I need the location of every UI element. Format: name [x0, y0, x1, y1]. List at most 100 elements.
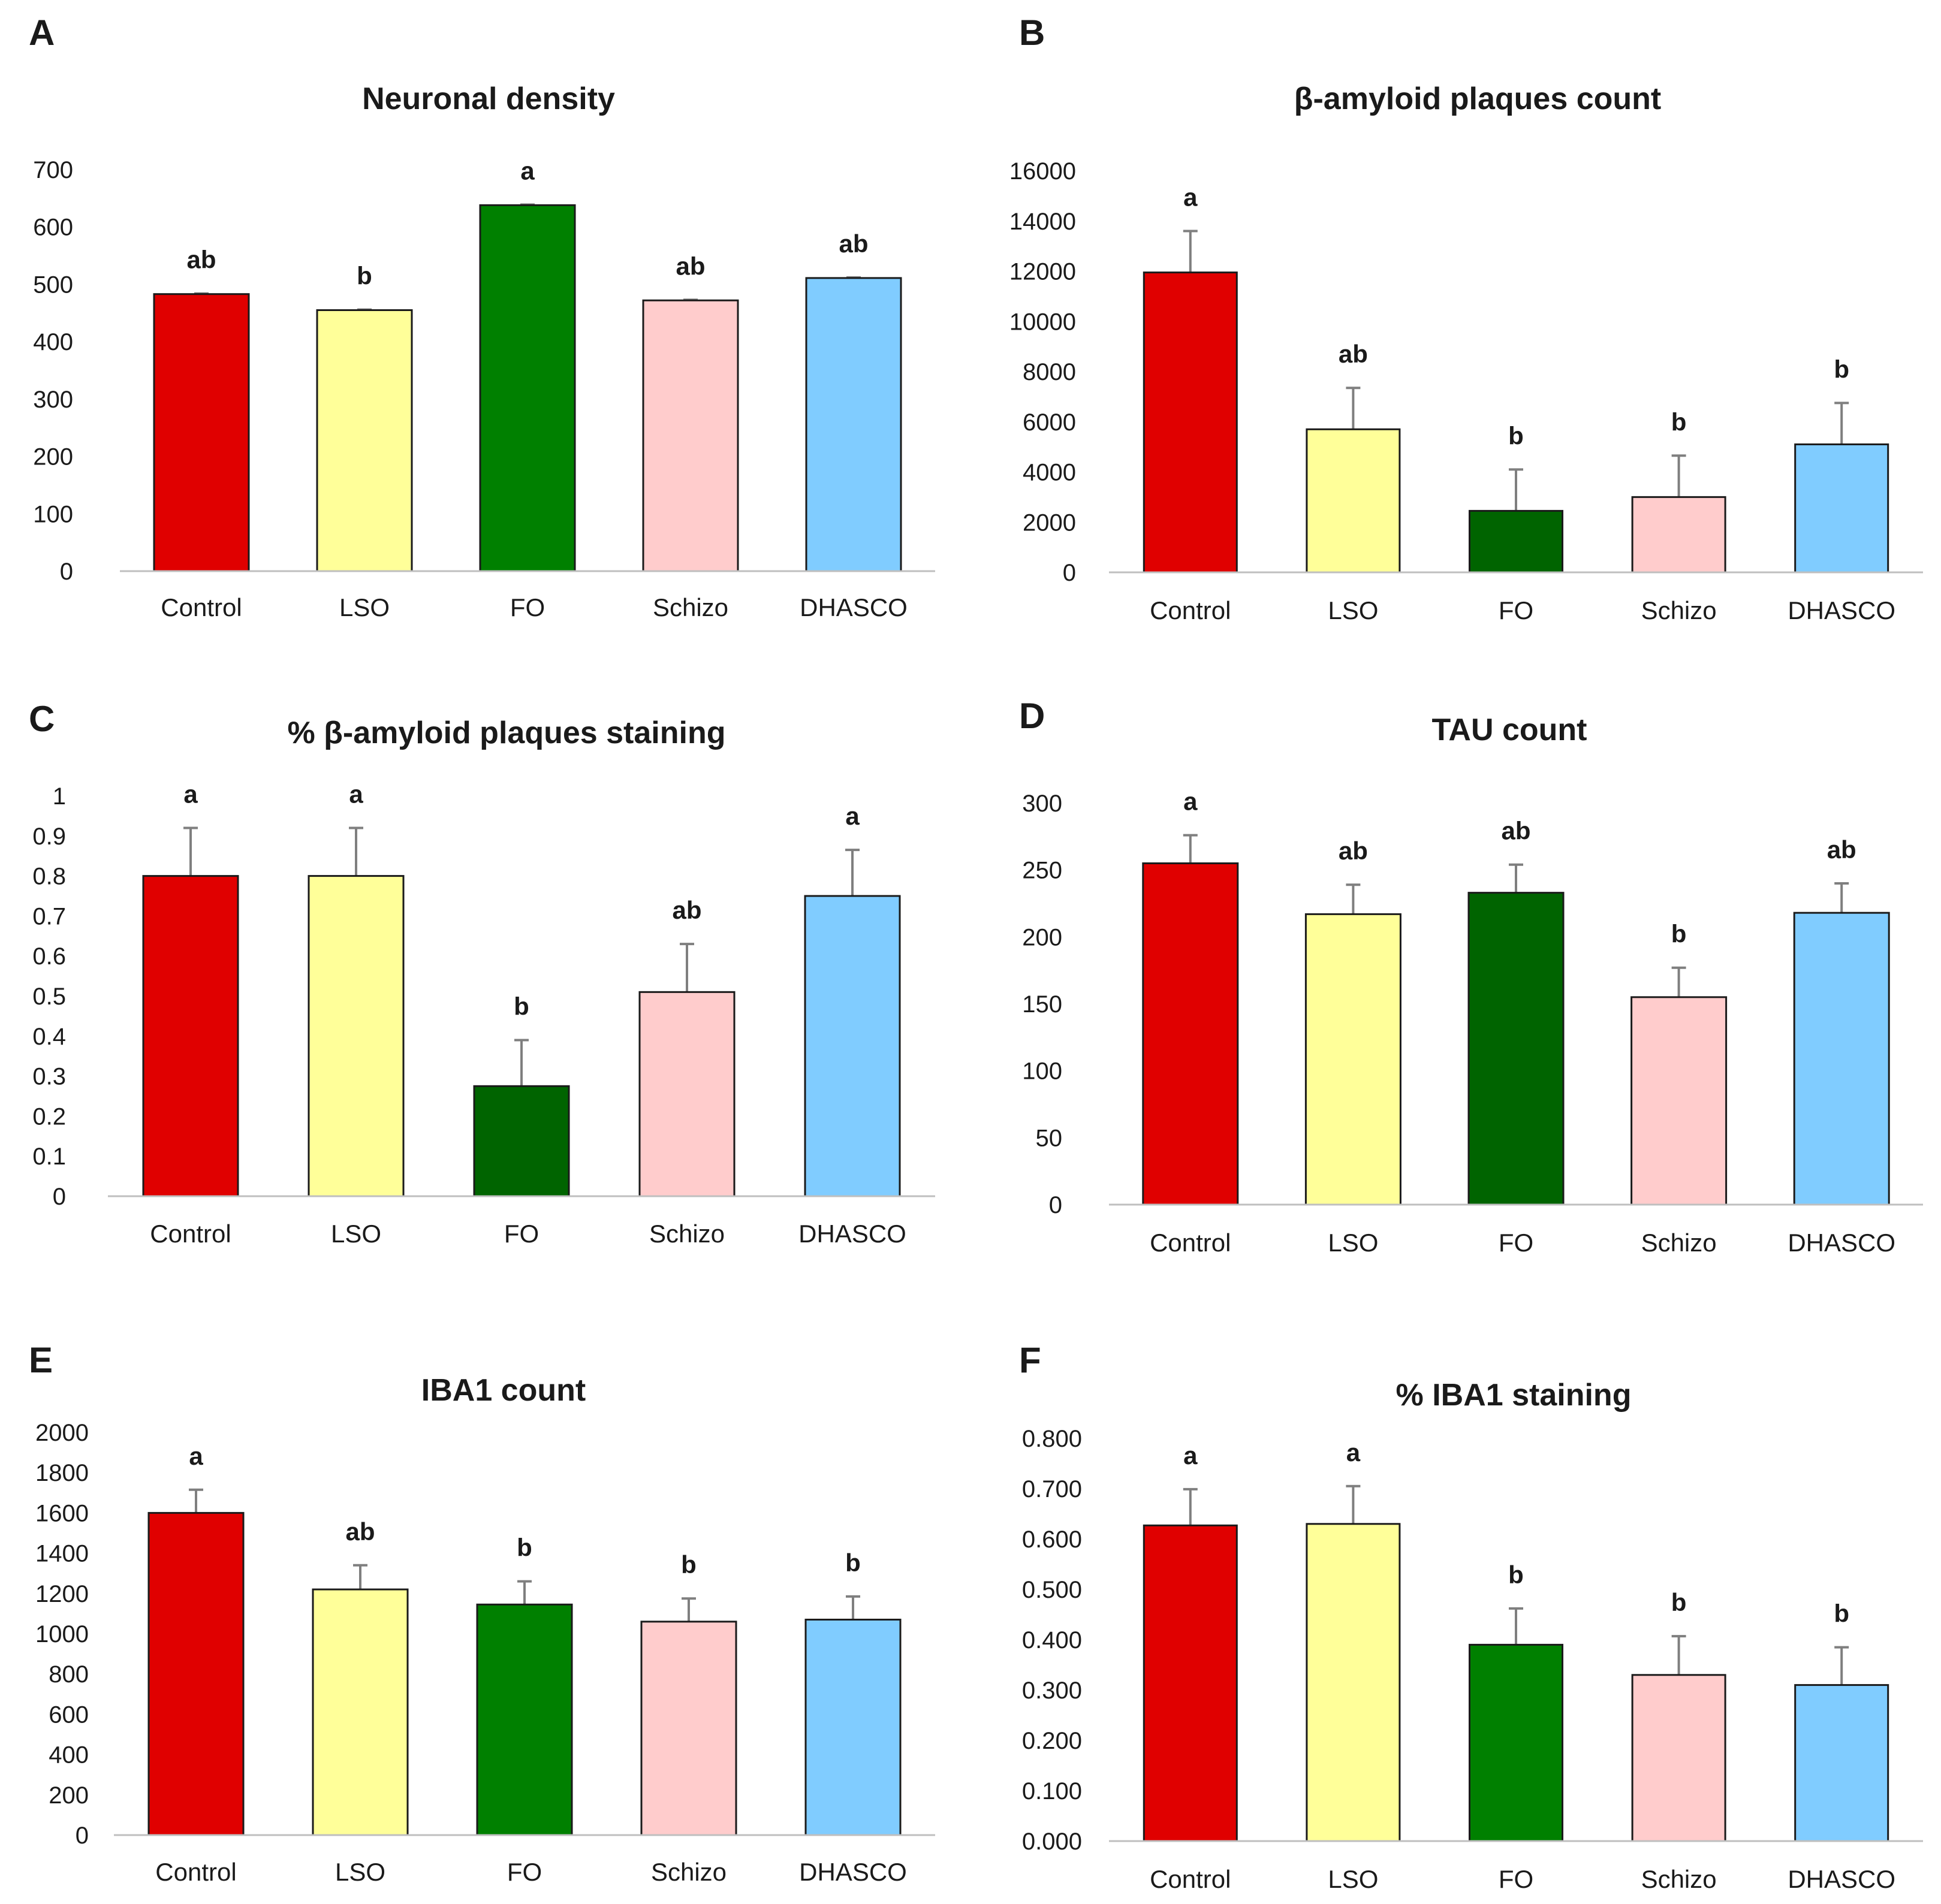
panel-a-bar-dhasco — [805, 277, 902, 572]
panel-b-y-tick-label: 14000 — [1009, 209, 1076, 235]
panel-e-x-label-schizo: Schizo — [651, 1858, 727, 1886]
panel-a-x-label-fo: FO — [510, 593, 545, 621]
panel-d-y-tick-label: 0 — [1049, 1192, 1062, 1218]
panel-e-y-tick-label: 2000 — [35, 1420, 89, 1446]
panel-d-sig-label-dhasco: ab — [1827, 835, 1856, 864]
panel-f-y-tick-label: 0.500 — [1022, 1577, 1082, 1603]
panel-c-y-tick-label: 0 — [53, 1184, 66, 1210]
panel-f-bar-schizo — [1631, 1674, 1726, 1842]
panel-f-x-label-control: Control — [1150, 1865, 1231, 1893]
panel-e-bar-schizo — [640, 1621, 737, 1836]
panel-c-sig-label-lso: a — [349, 780, 363, 808]
panel-b-x-label-control: Control — [1150, 596, 1231, 624]
panel-b-bar-control — [1143, 271, 1238, 574]
panel-e-sig-label-control: a — [189, 1442, 203, 1470]
panel-e-letter: E — [29, 1340, 53, 1380]
panel-d-y-tick-label: 50 — [1036, 1125, 1063, 1151]
panel-e-y-tick-label: 1600 — [35, 1500, 89, 1526]
panel-f-y-tick-label: 0.600 — [1022, 1526, 1082, 1553]
panel-a-x-label-control: Control — [161, 593, 242, 621]
panel-d-y-tick-label: 100 — [1022, 1058, 1062, 1085]
panel-e-x-label-dhasco: DHASCO — [799, 1858, 907, 1886]
panel-c-bar-control — [142, 875, 239, 1197]
panel-f-letter: F — [1019, 1340, 1041, 1380]
panel-d-sig-label-schizo: b — [1671, 920, 1687, 948]
panel-b-x-label-fo: FO — [1499, 596, 1533, 624]
panel-c-x-label-fo: FO — [504, 1220, 539, 1248]
panel-d-y-tick-label: 200 — [1022, 924, 1062, 951]
panel-b-x-label-dhasco: DHASCO — [1788, 596, 1895, 624]
panel-a-sig-label-dhasco: ab — [839, 230, 868, 258]
panel-b-bar-schizo — [1631, 496, 1726, 574]
panel-c-y-tick-label: 0.9 — [32, 823, 66, 850]
panel-d-title: TAU count — [1432, 713, 1587, 747]
panel-d-sig-label-lso: ab — [1339, 837, 1368, 865]
panel-b-sig-label-control: a — [1183, 183, 1198, 212]
panel-d-bar-schizo — [1630, 996, 1728, 1206]
panel-e-y-tick-label: 1200 — [35, 1581, 89, 1607]
panel-c-x-label-schizo: Schizo — [649, 1220, 725, 1248]
panel-c-y-tick-label: 0.5 — [32, 983, 66, 1010]
panel-a-y-tick-label: 400 — [33, 329, 73, 355]
panel-c-bar-dhasco — [804, 895, 901, 1197]
panel-b-x-label-lso: LSO — [1328, 596, 1378, 624]
panel-d-x-label-fo: FO — [1499, 1229, 1533, 1257]
panel-e-title: IBA1 count — [421, 1373, 586, 1408]
panel-c-y-tick-label: 0.8 — [32, 864, 66, 890]
panel-b-sig-label-dhasco: b — [1834, 355, 1849, 383]
panel-a-title: Neuronal density — [362, 82, 615, 116]
panel-e-bar-fo — [476, 1603, 573, 1836]
panel-c-sig-label-control: a — [183, 780, 198, 808]
panel-a-sig-label-fo: a — [520, 156, 535, 185]
panel-b-y-tick-label: 4000 — [1023, 460, 1076, 486]
panel-f-x-label-dhasco: DHASCO — [1788, 1865, 1895, 1893]
panel-f-y-tick-label: 0.300 — [1022, 1677, 1082, 1704]
panel-e-y-tick-label: 600 — [49, 1701, 89, 1728]
panel-f-y-tick-label: 0.000 — [1022, 1828, 1082, 1855]
panel-e-sig-label-fo: b — [517, 1534, 532, 1562]
panel-f-sig-label-fo: b — [1508, 1561, 1524, 1589]
panel-c-y-tick-label: 0.6 — [32, 943, 66, 970]
panel-d-y-tick-label: 250 — [1022, 858, 1062, 884]
panel-f-x-label-lso: LSO — [1328, 1865, 1378, 1893]
panel-d-x-label-schizo: Schizo — [1641, 1229, 1717, 1257]
panel-a-bar-fo — [479, 204, 576, 572]
panel-f-title: % IBA1 staining — [1396, 1378, 1632, 1413]
panel-b-y-tick-label: 16000 — [1009, 158, 1076, 185]
panel-c-x-label-lso: LSO — [331, 1220, 381, 1248]
panel-f-bar-fo — [1469, 1643, 1563, 1842]
panel-b-bar-lso — [1306, 428, 1401, 574]
panel-e-x-label-lso: LSO — [335, 1858, 385, 1886]
panel-b-bar-fo — [1469, 509, 1563, 574]
panel-c-y-tick-label: 0.2 — [32, 1103, 66, 1130]
panel-c-x-label-dhasco: DHASCO — [798, 1220, 906, 1248]
panel-f-sig-label-schizo: b — [1671, 1588, 1687, 1616]
panel-c-title: % β-amyloid plaques staining — [288, 716, 726, 750]
panel-a-bar-lso — [316, 309, 413, 572]
panel-d-sig-label-fo: ab — [1501, 817, 1530, 845]
panel-a-y-tick-label: 700 — [33, 157, 73, 183]
panel-e-x-label-fo: FO — [507, 1858, 542, 1886]
panel-f-sig-label-control: a — [1183, 1441, 1198, 1470]
panel-b-y-tick-label: 6000 — [1023, 409, 1076, 436]
panel-e-x-label-control: Control — [155, 1858, 236, 1886]
panel-c-letter: C — [29, 699, 55, 739]
panel-a-y-tick-label: 600 — [33, 215, 73, 241]
panel-e-sig-label-schizo: b — [681, 1550, 697, 1579]
panel-b-sig-label-schizo: b — [1671, 408, 1687, 436]
panel-c-sig-label-dhasco: a — [845, 802, 860, 830]
panel-e-bar-lso — [312, 1588, 409, 1836]
panel-d-letter: D — [1019, 696, 1045, 736]
panel-b-y-tick-label: 2000 — [1023, 509, 1076, 536]
panel-c-bar-schizo — [638, 991, 736, 1197]
panel-c-y-tick-label: 0.7 — [32, 903, 66, 930]
panel-f-sig-label-lso: a — [1346, 1438, 1361, 1467]
panel-d-sig-label-control: a — [1183, 787, 1198, 816]
panel-a-x-label-lso: LSO — [339, 593, 390, 621]
panel-a-sig-label-control: ab — [186, 246, 216, 274]
panel-b-y-tick-label: 8000 — [1023, 359, 1076, 385]
panel-e-sig-label-lso: ab — [345, 1517, 375, 1546]
panel-e-y-tick-label: 1800 — [35, 1460, 89, 1486]
panel-a-sig-label-schizo: ab — [676, 252, 705, 280]
